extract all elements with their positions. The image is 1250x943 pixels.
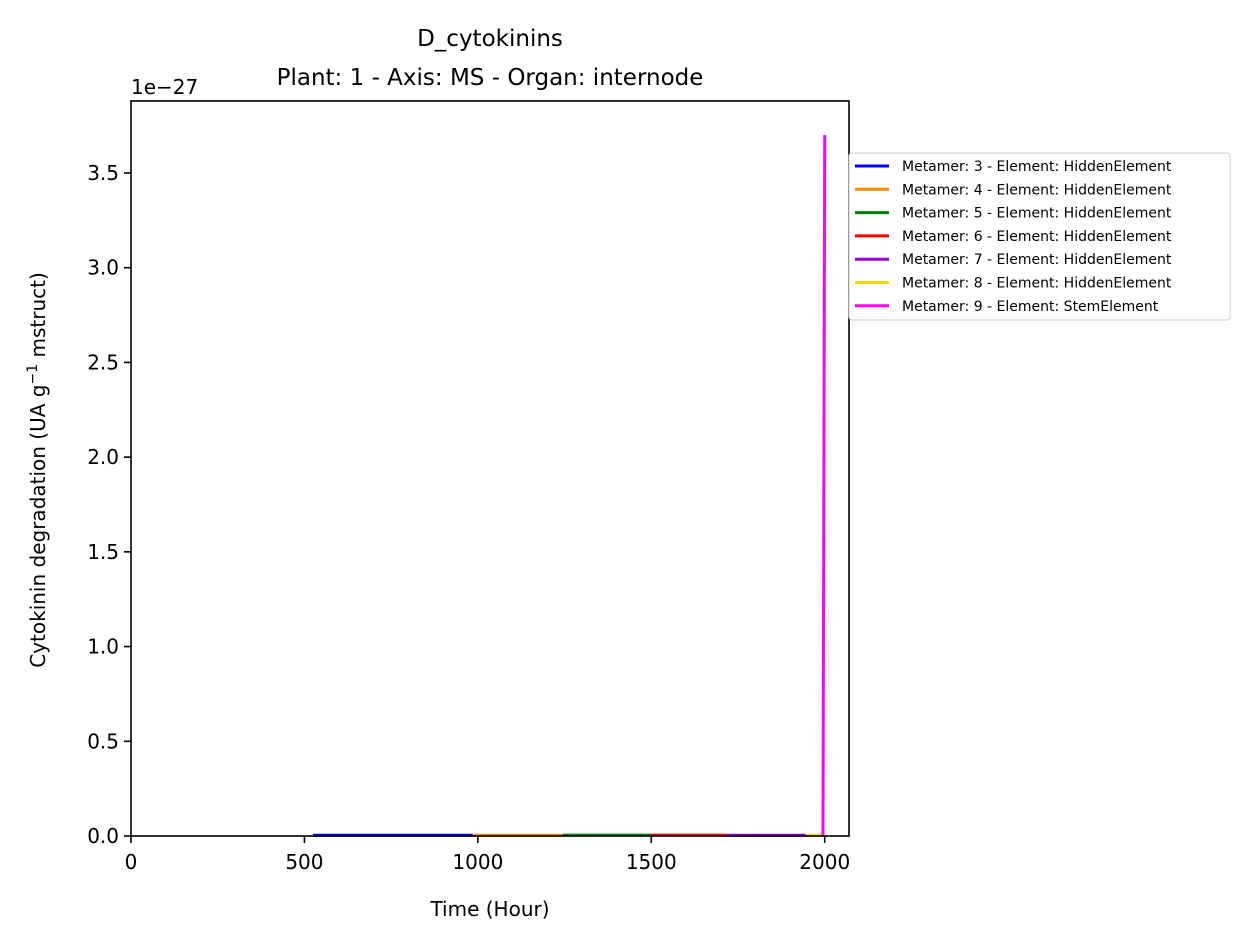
legend-label: Metamer: 7 - Element: HiddenElement [902,252,1172,268]
y-axis-label-main: Cytokinin degradation (UA g [26,385,50,668]
x-tick-label: 1500 [626,850,677,874]
legend-label: Metamer: 4 - Element: HiddenElement [902,182,1172,198]
legend-entries: Metamer: 3 - Element: HiddenElement Metam… [855,159,1172,315]
y-tick-label: 2.5 [87,350,119,374]
x-tick-label: 500 [285,850,323,874]
y-tick-label: 3.0 [87,256,119,280]
x-tick-label: 0 [125,850,138,874]
plot-marks [313,135,827,837]
y-tick-label: 3.5 [87,161,119,185]
plot-frame [130,100,850,837]
y-tick-label: 1.5 [87,540,119,564]
y-tick-label: 2.0 [87,445,119,469]
y-tick-label: 0.0 [87,824,119,848]
x-ticks: 0 500 1000 1500 2000 [125,836,850,874]
legend-label: Metamer: 9 - Element: StemElement [902,299,1159,315]
x-tick-label: 1000 [452,850,503,874]
y-axis-label-sup: −1 [25,364,41,385]
legend-label: Metamer: 5 - Element: HiddenElement [902,206,1172,222]
legend-label: Metamer: 3 - Element: HiddenElement [902,159,1172,175]
y-axis-label: Cytokinin degradation (UA g−1 mstruct) [25,272,50,668]
legend-label: Metamer: 6 - Element: HiddenElement [902,229,1172,245]
y-tick-label: 1.0 [87,635,119,659]
legend-label: Metamer: 8 - Element: HiddenElement [902,276,1172,292]
y-tick-label: 0.5 [87,729,119,753]
legend: Metamer: 3 - Element: HiddenElement Metam… [848,152,1231,321]
x-axis-label: Time (Hour) [429,897,549,921]
chart-subtitle: Plant: 1 - Axis: MS - Organ: internode [277,65,704,91]
y-ticks: 0.0 0.5 1.0 1.5 2.0 2.5 3.0 3.5 [87,161,131,848]
y-axis-label-tail: mstruct) [26,272,50,364]
y-offset-text: 1e−27 [131,75,198,99]
legend-box [848,152,1231,321]
series-line-7 [821,135,827,837]
chart-title: D_cytokinins [417,26,563,52]
x-tick-label: 2000 [799,850,850,874]
